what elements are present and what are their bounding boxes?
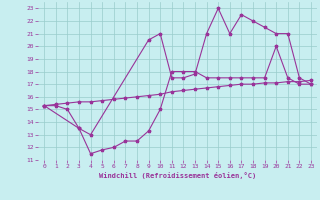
X-axis label: Windchill (Refroidissement éolien,°C): Windchill (Refroidissement éolien,°C) bbox=[99, 172, 256, 179]
